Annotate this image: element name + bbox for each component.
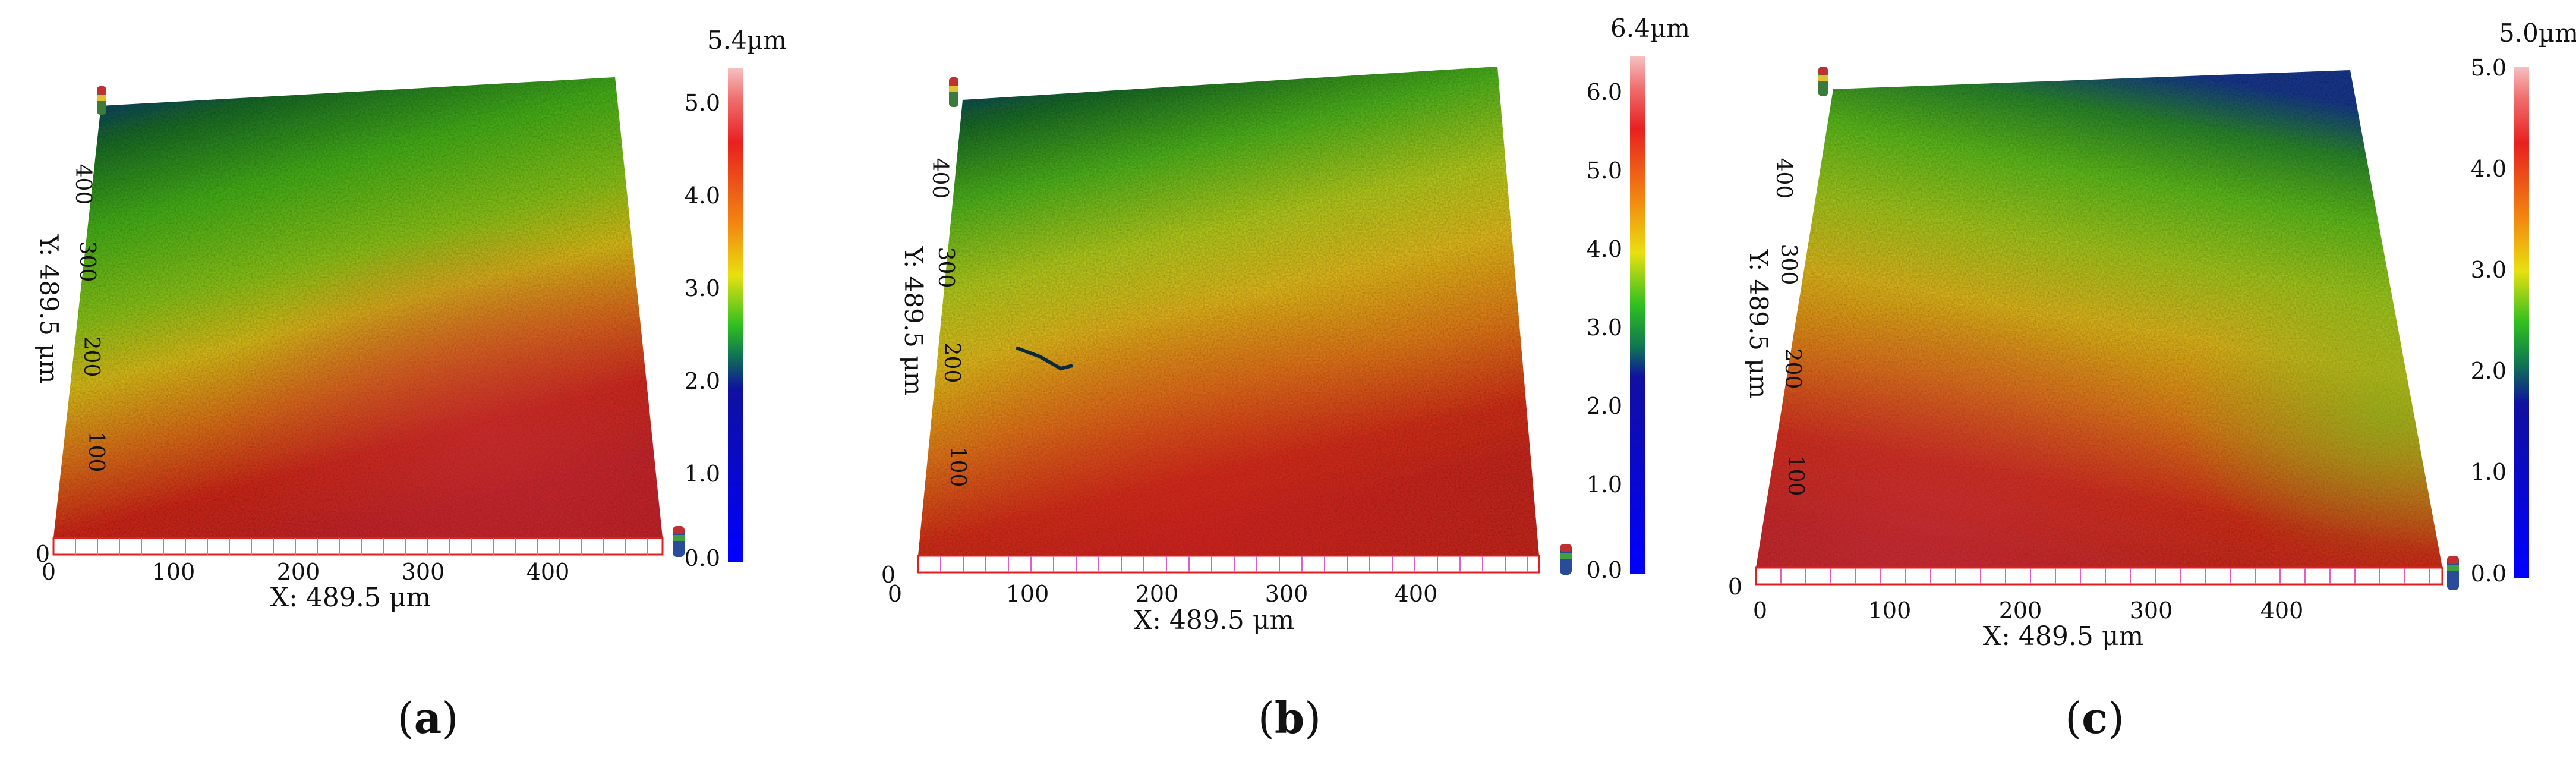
scale-tick-label: 2.0 [2471, 358, 2506, 384]
surface-highlight-a [53, 77, 663, 538]
color-scale-bar-b [1630, 56, 1645, 574]
y-tick-labels-c: 100 200 300 400 [1771, 158, 1808, 496]
surface-plot-a: 0 100 200 300 400 X: 489.5 μm 0 100 200 … [34, 26, 787, 613]
scale-tick-label: 3.0 [685, 275, 720, 301]
y-tick-label: 400 [71, 164, 95, 205]
surface-plot-c: 0 100 200 300 400 X: 489.5 μm 0 100 200 … [1728, 18, 2576, 651]
x-tick-label: 100 [152, 559, 196, 585]
corner-marker-bottom-c [2447, 556, 2459, 590]
caption-b: (b) [1257, 693, 1322, 743]
scale-tick-label: 2.0 [685, 368, 720, 394]
panel-b: 0 100 200 300 400 X: 489.5 μm 0 100 200 … [859, 0, 1717, 768]
y-axis-label-b: Y: 489.5 μm [899, 246, 928, 396]
x-axis-label-c: X: 489.5 μm [1983, 621, 2143, 651]
x-tick-label: 100 [1006, 581, 1049, 607]
color-scale-a: 5.4µm 5.0 4.0 3.0 2.0 1.0 0.0 [685, 26, 787, 571]
y-origin-label-b: 0 [881, 562, 896, 588]
caption-a: (a) [397, 693, 459, 743]
surface-plot-b: 0 100 200 300 400 X: 489.5 μm 0 100 200 … [881, 14, 1690, 635]
scale-tick-label: 0.0 [2471, 561, 2506, 587]
color-scale-c: 5.0µm 5.0 4.0 3.0 2.0 1.0 0.0 [2471, 18, 2576, 587]
caption-letter-c: c [2082, 693, 2108, 743]
caption-letter-a: a [414, 693, 442, 743]
x-tick-label: 400 [2260, 597, 2304, 624]
x-tick-labels-c: 0 100 200 300 400 [1753, 597, 2303, 624]
corner-marker-top-b [949, 77, 958, 107]
scale-tick-label: 0.0 [1587, 557, 1622, 583]
x-axis-grid-c [1755, 566, 2443, 586]
x-tick-label: 0 [888, 581, 902, 607]
x-tick-labels-a: 0 100 200 300 400 [42, 559, 569, 585]
scale-tick-label: 1.0 [2471, 459, 2506, 485]
x-axis-label-a: X: 489.5 μm [270, 583, 431, 613]
corner-marker-top-c [1818, 67, 1828, 96]
panel-c: 0 100 200 300 400 X: 489.5 μm 0 100 200 … [1717, 0, 2576, 768]
corner-marker-bottom-a [673, 526, 685, 557]
y-tick-label: 100 [945, 446, 970, 487]
scale-tick-label: 6.0 [1587, 79, 1622, 105]
scale-max-label-a: 5.4µm [707, 26, 787, 55]
y-origin-label-c: 0 [1728, 574, 1742, 600]
y-tick-label: 200 [1780, 348, 1805, 389]
y-tick-label: 300 [1776, 244, 1801, 285]
scale-tick-label: 5.0 [2471, 55, 2506, 81]
y-tick-label: 200 [939, 342, 964, 383]
x-axis-grid-a [52, 537, 664, 556]
y-tick-label: 400 [928, 158, 952, 199]
y-origin-label-a: 0 [36, 541, 50, 567]
x-tick-label: 200 [277, 559, 320, 585]
scale-tick-label: 2.0 [1587, 393, 1622, 419]
scale-max-label-c: 5.0µm [2499, 18, 2576, 48]
x-tick-label: 400 [526, 559, 570, 585]
x-tick-label: 300 [402, 559, 445, 585]
x-tick-label: 100 [1868, 597, 1912, 624]
scale-tick-label: 1.0 [685, 461, 720, 487]
scale-max-label-b: 6.4µm [1610, 14, 1690, 43]
y-tick-labels-b: 100 200 300 400 [928, 158, 970, 487]
color-scale-bar-a [728, 68, 743, 562]
y-tick-label: 200 [79, 336, 103, 377]
y-tick-labels-a: 100 200 300 400 [71, 164, 108, 473]
scale-tick-label: 5.0 [1587, 158, 1622, 184]
x-tick-label: 0 [1753, 597, 1767, 624]
scale-tick-label: 4.0 [1587, 236, 1622, 262]
y-tick-label: 100 [84, 432, 108, 473]
y-tick-label: 400 [1771, 158, 1796, 199]
x-tick-label: 400 [1395, 581, 1438, 607]
scale-tick-label: 3.0 [1587, 314, 1622, 341]
scale-tick-label: 4.0 [685, 182, 720, 209]
scale-tick-label: 0.0 [685, 545, 720, 571]
color-scale-bar-c [2514, 67, 2529, 578]
x-tick-label: 300 [2130, 597, 2173, 624]
scale-tick-label: 5.0 [685, 90, 720, 116]
corner-marker-bottom-b [1560, 544, 1572, 575]
y-axis-label-c: Y: 489.5 μm [1744, 249, 1773, 399]
y-axis-label-a: Y: 489.5 μm [34, 234, 64, 384]
caption-letter-b: b [1274, 693, 1305, 743]
x-axis-grid-b [917, 555, 1540, 574]
color-scale-b: 6.4µm 6.0 5.0 4.0 3.0 2.0 1.0 0.0 [1587, 14, 1690, 583]
x-tick-label: 300 [1265, 581, 1309, 607]
x-tick-label: 200 [1136, 581, 1179, 607]
surface-crack-b [1015, 346, 1073, 371]
panel-a: 0 100 200 300 400 X: 489.5 μm 0 100 200 … [0, 0, 859, 768]
scale-tick-label: 1.0 [1587, 471, 1622, 498]
y-tick-label: 100 [1783, 455, 1808, 496]
surface-green-patch-c [1756, 70, 2442, 568]
x-tick-label: 200 [1999, 597, 2042, 624]
y-tick-label: 300 [75, 241, 99, 282]
scale-tick-label: 3.0 [2471, 257, 2506, 283]
y-tick-label: 300 [934, 247, 958, 288]
x-tick-label: 0 [42, 559, 56, 585]
surface-highlight-b [918, 67, 1539, 556]
x-tick-labels-b: 0 100 200 300 400 [888, 581, 1437, 607]
corner-marker-top-a [97, 86, 106, 115]
caption-c: (c) [2064, 693, 2125, 743]
scale-tick-label: 4.0 [2471, 156, 2506, 182]
x-axis-label-b: X: 489.5 μm [1134, 605, 1294, 635]
